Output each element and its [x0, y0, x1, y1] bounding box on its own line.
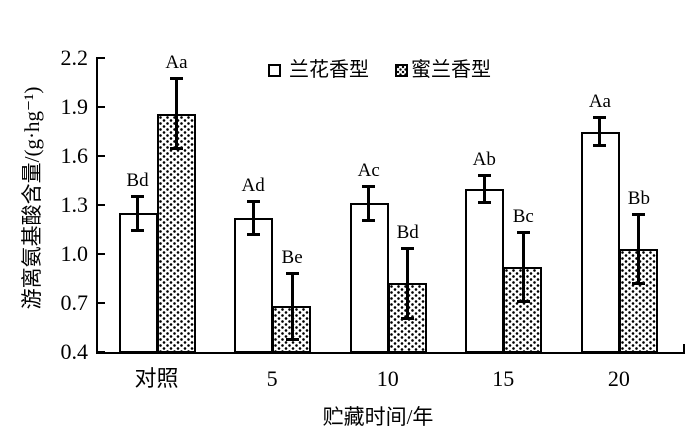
legend-item-dotted: 蜜兰香型	[395, 59, 491, 81]
y-tick	[98, 204, 105, 206]
y-tick-label: 1.3	[60, 192, 89, 217]
error-bar-cap-bottom	[285, 337, 299, 341]
sig-label: Bb	[627, 187, 650, 209]
bar-dotted	[618, 249, 658, 353]
error-bar-line	[251, 201, 255, 235]
x-tick-label: 对照	[134, 366, 179, 391]
x-tick-label: 10	[376, 366, 399, 391]
error-bar-cap-top	[477, 173, 491, 177]
error-bar-cap-bottom	[632, 282, 646, 286]
y-tick	[98, 253, 105, 255]
bar-plain	[234, 218, 274, 353]
error-bar-cap-bottom	[246, 233, 260, 237]
error-bar-cap-top	[516, 230, 530, 234]
error-bar-line	[637, 214, 641, 284]
y-tick	[98, 155, 105, 157]
x-axis-end-tick	[683, 344, 685, 352]
error-bar-cap-top	[593, 116, 607, 120]
sig-label: Bc	[512, 205, 534, 227]
error-bar-line	[598, 118, 602, 145]
y-tick-label: 1.0	[60, 241, 89, 266]
error-bar-line	[406, 249, 410, 318]
y-tick	[98, 106, 105, 108]
bar-dotted	[156, 113, 196, 353]
bar-plain	[349, 203, 389, 353]
plain-bar-swatch-icon	[268, 63, 281, 77]
legend-label: 兰花香型	[289, 59, 369, 81]
error-bar-cap-bottom	[362, 218, 376, 222]
sig-label: Bd	[396, 222, 419, 244]
y-tick-label: 1.6	[60, 143, 89, 168]
sig-label: Aa	[165, 52, 188, 74]
dotted-bar-swatch-icon	[395, 63, 408, 77]
bar-plain	[118, 213, 158, 353]
y-tick-label: 0.7	[60, 290, 89, 315]
x-tick-label: 15	[492, 366, 515, 391]
error-bar-line	[136, 196, 139, 230]
error-bar-cap-bottom	[593, 143, 607, 147]
legend-label: 蜜兰香型	[411, 59, 491, 81]
bar-plain	[465, 188, 505, 353]
x-tick-label: 5	[266, 366, 278, 391]
sig-label: Ad	[241, 174, 265, 196]
error-bar-cap-top	[632, 212, 646, 216]
error-bar-cap-top	[131, 194, 144, 198]
y-tick	[98, 57, 105, 59]
y-axis-line	[96, 57, 98, 354]
error-bar-cap-bottom	[170, 146, 183, 150]
x-tick-label: 20	[607, 366, 630, 391]
error-bar-cap-bottom	[516, 300, 530, 304]
sig-label: Bd	[126, 169, 149, 191]
sig-label: Ac	[357, 160, 380, 182]
sig-label: Be	[281, 246, 303, 268]
x-axis-title: 贮藏时间/年	[322, 405, 434, 429]
y-tick-label: 0.4	[60, 339, 89, 364]
sig-label: Ab	[472, 148, 496, 170]
error-bar-cap-bottom	[401, 316, 415, 320]
y-tick	[98, 302, 105, 304]
y-tick-label: 2.2	[60, 45, 89, 70]
error-bar-cap-top	[285, 271, 299, 275]
error-bar-cap-top	[362, 185, 376, 189]
sig-label: Aa	[588, 91, 611, 113]
error-bar-cap-bottom	[131, 228, 144, 232]
error-bar-cap-top	[401, 247, 415, 251]
error-bar-line	[482, 175, 486, 202]
error-bar-line	[290, 273, 294, 339]
y-tick	[98, 351, 105, 353]
error-bar-cap-top	[246, 199, 260, 203]
error-bar-line	[521, 232, 525, 302]
error-bar-cap-bottom	[477, 200, 491, 204]
y-tick-label: 1.9	[60, 94, 89, 119]
error-bar-line	[175, 79, 178, 148]
error-bar-line	[367, 187, 371, 220]
legend: 兰花香型 蜜兰香型	[268, 59, 491, 81]
x-axis-line	[96, 352, 685, 354]
legend-item-plain: 兰花香型	[268, 59, 369, 81]
bar-plain	[580, 131, 620, 353]
error-bar-cap-top	[170, 77, 183, 81]
